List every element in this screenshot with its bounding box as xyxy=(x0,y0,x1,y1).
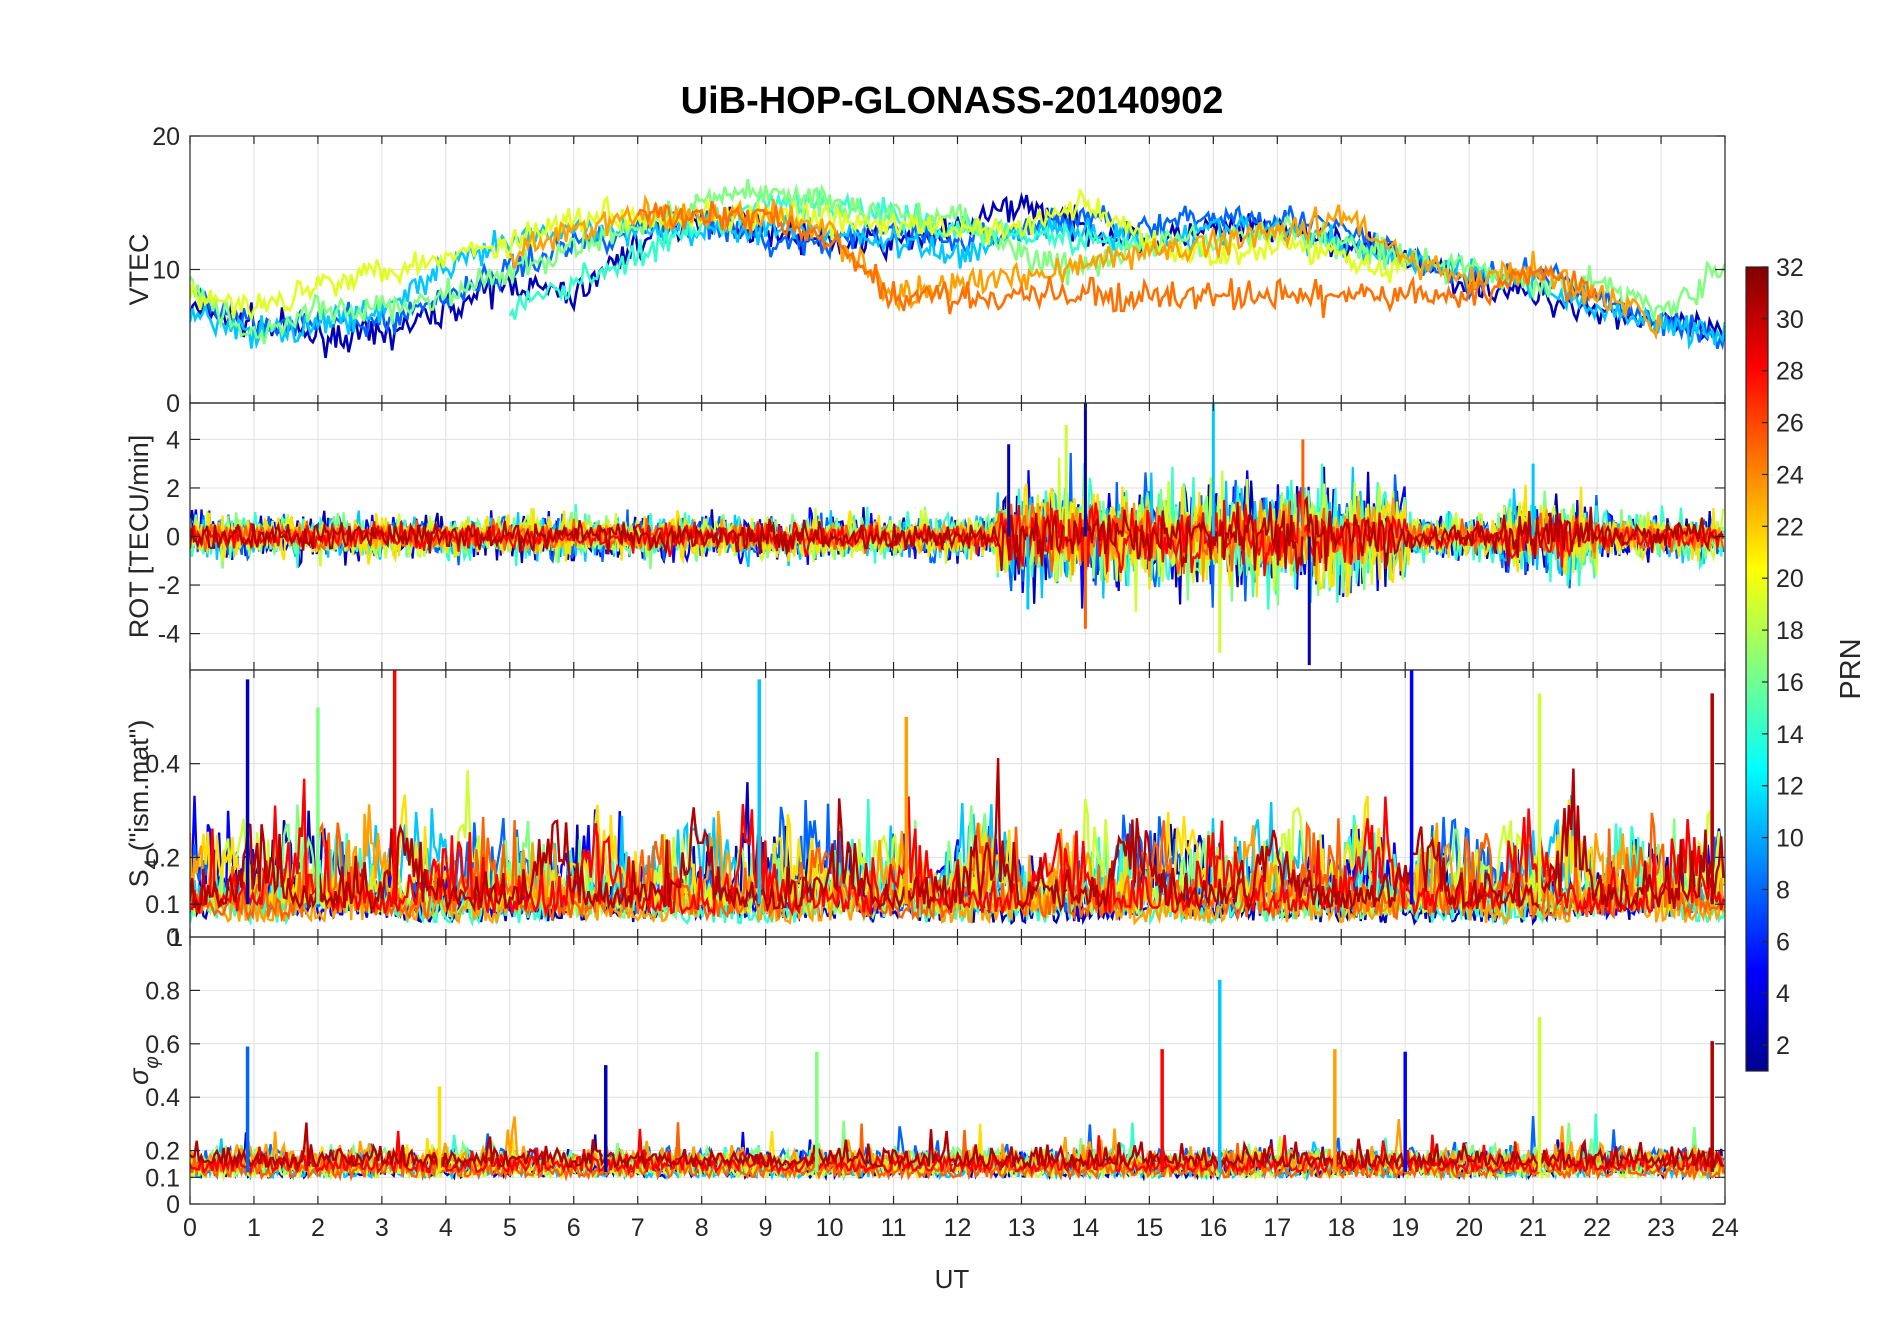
colorbar-tick-label: 32 xyxy=(1776,254,1804,282)
series-group-s4 xyxy=(190,670,1725,928)
colorbar-gradient xyxy=(1745,266,1769,1072)
colorbar-tick-label: 12 xyxy=(1776,773,1804,801)
vtec-series-prn-24 xyxy=(636,200,1599,318)
colorbar-tick-label: 30 xyxy=(1776,306,1804,334)
y-tick-label: 0 xyxy=(166,524,180,552)
s4-series-11 xyxy=(190,757,1725,913)
y-axis-label-sigma_phi: σφ xyxy=(124,1056,163,1085)
sigma-series-9 xyxy=(190,1122,1725,1182)
y-label-main: σ xyxy=(124,1067,154,1085)
y-label-main: S xyxy=(124,869,154,887)
colorbar-tick-label: 10 xyxy=(1776,825,1804,853)
y-tick-label: 0.2 xyxy=(145,1138,180,1166)
y-label-sub: φ xyxy=(142,1056,163,1068)
vtec-series-prn-16 xyxy=(190,178,1725,345)
y-tick-label: 0 xyxy=(166,1191,180,1219)
chart-title: UiB-HOP-GLONASS-20140902 xyxy=(681,80,1224,122)
x-tick-label: 3 xyxy=(375,1214,389,1242)
x-tick-label: 1 xyxy=(247,1214,261,1242)
x-tick-label: 23 xyxy=(1647,1214,1675,1242)
y-tick-label: 0.4 xyxy=(145,751,180,779)
rot-series-8 xyxy=(190,497,1724,582)
sigma-series-11 xyxy=(190,1122,1724,1171)
y-tick-label: 0.6 xyxy=(145,1031,180,1059)
x-tick-label: 8 xyxy=(695,1214,709,1242)
panel-rot: -4 -2 0 2 4 ROT [TECU/min] xyxy=(124,402,1726,671)
x-tick-label: 11 xyxy=(881,1214,907,1242)
x-tick-label: 20 xyxy=(1455,1214,1483,1242)
x-tick-label: 17 xyxy=(1263,1214,1291,1242)
y-tick-label: 0.8 xyxy=(145,977,180,1005)
x-tick-label: 2 xyxy=(311,1214,325,1242)
y-tick-label-overlap: 1 xyxy=(169,924,183,952)
x-tick-label: 14 xyxy=(1072,1214,1100,1242)
x-tick-label: 6 xyxy=(567,1214,581,1242)
y-tick-label: 0.1 xyxy=(145,891,180,919)
y-label-rest: ("ism.mat") xyxy=(124,720,154,859)
x-tick-label: 19 xyxy=(1391,1214,1419,1242)
y-label-sub: 4 xyxy=(142,858,163,869)
colorbar-label: PRN xyxy=(1835,638,1867,699)
colorbar-tick-label: 26 xyxy=(1776,410,1804,438)
colorbar-tick-label: 6 xyxy=(1776,928,1790,956)
panel-sigma_phi: 00.10.2 0.4 0.6 0.8 σφ xyxy=(124,936,1726,1219)
vtec-series-prn-12 xyxy=(190,212,1725,350)
series-group-vtec xyxy=(190,178,1725,359)
series-group-rot xyxy=(190,403,1725,666)
y-tick-label: 4 xyxy=(166,426,180,454)
colorbar-tick-label: 14 xyxy=(1776,721,1804,749)
panel-s4: 0.1 0.2 0.4 01 S4 ("ism.mat") xyxy=(124,669,1726,952)
colorbar-tick-label: 16 xyxy=(1776,669,1804,697)
x-tick-label: 5 xyxy=(503,1214,517,1242)
y-tick-label: 0.4 xyxy=(145,1084,180,1112)
colorbar-tick-label: 8 xyxy=(1776,876,1790,904)
x-tick-label: 22 xyxy=(1583,1214,1611,1242)
y-axis-label-vtec: VTEC xyxy=(124,233,154,305)
x-tick-label: 15 xyxy=(1135,1214,1163,1242)
s4-series-4 xyxy=(190,798,1725,928)
series-group-sigma_phi xyxy=(190,979,1725,1182)
colorbar-tick-label: 20 xyxy=(1776,565,1804,593)
y-tick-label: 2 xyxy=(166,475,180,503)
y-tick-label: 20 xyxy=(152,123,180,151)
y-axis-label-s4: S4 ("ism.mat") xyxy=(124,720,163,888)
sigma-series-10 xyxy=(190,1128,1725,1177)
y-tick-label-overlap: 0 xyxy=(166,924,180,952)
x-tick-label: 0 xyxy=(183,1214,197,1242)
y-axis-label-rot: ROT [TECU/min] xyxy=(124,435,154,639)
colorbar-tick-label: 22 xyxy=(1776,513,1804,541)
y-tick-label: 0.2 xyxy=(145,844,180,872)
y-tick-label: -4 xyxy=(158,621,180,649)
x-tick-label: 18 xyxy=(1327,1214,1355,1242)
x-tick-label: 4 xyxy=(439,1214,453,1242)
y-tick-label: 0 xyxy=(166,390,180,418)
x-tick-labels: 0 1 2 3 4 5 6 7 8 9 10 11 12 13 14 15 16 17 18 19 20 21 22 23 24 xyxy=(183,1214,1739,1242)
x-tick-label: 12 xyxy=(944,1214,972,1242)
x-tick-label: 24 xyxy=(1711,1214,1739,1242)
colorbar-tick-label: 4 xyxy=(1776,980,1790,1008)
y-tick-label: 10 xyxy=(152,257,180,285)
vtec-series-prn-19 xyxy=(190,187,1407,323)
colorbar-tick-label: 2 xyxy=(1776,1032,1790,1060)
colorbar-tick-label: 28 xyxy=(1776,358,1804,386)
x-axis-label: UT xyxy=(935,1264,970,1294)
colorbar-tick-label: 18 xyxy=(1776,617,1804,645)
x-tick-label: 7 xyxy=(631,1214,645,1242)
colorbar-tick-label: 24 xyxy=(1776,461,1804,489)
x-tick-label: 16 xyxy=(1199,1214,1227,1242)
rot-series-11 xyxy=(190,495,1724,574)
x-tick-label: 13 xyxy=(1008,1214,1036,1242)
x-tick-label: 9 xyxy=(759,1214,773,1242)
x-tick-label: 10 xyxy=(816,1214,844,1242)
vtec-series-prn-14 xyxy=(508,188,1151,320)
panel-vtec: 0 10 20 VTEC xyxy=(124,123,1726,418)
y-tick-label: 0.1 xyxy=(145,1164,180,1192)
x-tick-label: 21 xyxy=(1519,1214,1547,1242)
y-tick-label: -2 xyxy=(158,572,180,600)
